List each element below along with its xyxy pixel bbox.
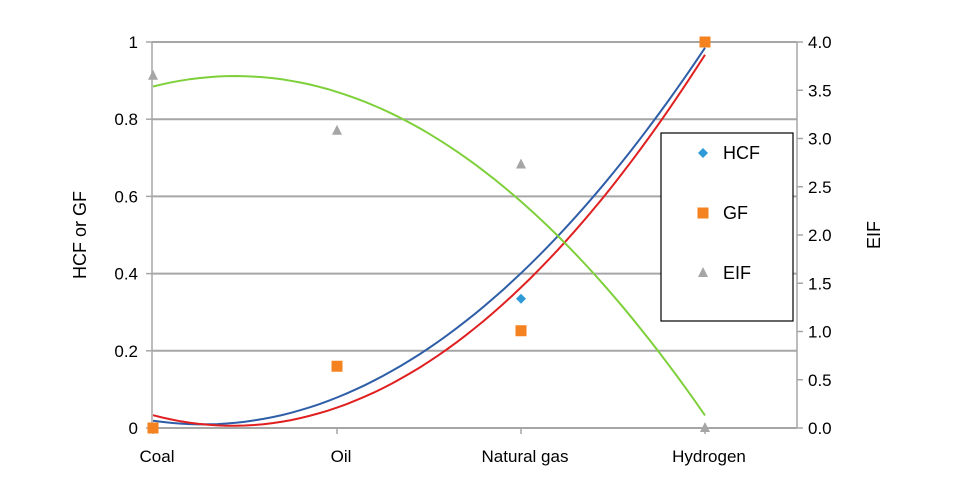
y-tick-label-left: 0.2 (114, 342, 138, 361)
eif-point (332, 124, 342, 135)
legend-label-eif: EIF (723, 263, 751, 283)
gf-point (699, 36, 711, 48)
legend-label-hcf: HCF (723, 143, 760, 163)
y-tick-label-left: 0.4 (114, 265, 138, 284)
y-tick-label-right: 1.0 (808, 323, 832, 342)
eif-point (700, 422, 710, 432)
y-tick-label-right: 0.0 (808, 419, 832, 438)
gridlines (152, 41, 797, 429)
data-points (147, 36, 711, 434)
y-tick-label-left: 1 (129, 33, 138, 52)
legend-box (660, 132, 794, 322)
gf-point (147, 422, 159, 434)
x-tick-label: Coal (140, 447, 175, 466)
eif-point (516, 158, 526, 169)
eif-trendline (152, 74, 706, 416)
hcf-point (516, 293, 526, 304)
y-tick-label-left: 0.6 (114, 187, 138, 206)
eif-point (148, 69, 158, 80)
y-tick-label-right: 2.0 (808, 226, 832, 245)
y-axis-title-right: EIF (864, 221, 884, 249)
gf-point (331, 360, 343, 372)
y-tick-label-right: 3.5 (808, 81, 832, 100)
legend-marker-hcf (698, 148, 708, 158)
x-tick-label: Oil (331, 447, 352, 466)
legend-marker-eif (698, 267, 708, 277)
y-tick-label-left: 0.8 (114, 110, 138, 129)
gf-trendline (152, 54, 706, 427)
y-tick-label-right: 0.5 (808, 371, 832, 390)
y-tick-label-right: 1.5 (808, 274, 832, 293)
axes (146, 41, 803, 434)
y-axis-title-left: HCF or GF (70, 191, 90, 279)
y-tick-label-right: 2.5 (808, 178, 832, 197)
y-tick-label-right: 4.0 (808, 33, 832, 52)
y-tick-label-left: 0 (129, 419, 138, 438)
y-tick-label-right: 3.0 (808, 130, 832, 149)
tick-labels: 0 0.2 0.4 0.6 0.8 1 0.0 0.5 1.0 1.5 2.0 2.5 3.0 3.5 4.… (114, 33, 831, 466)
hcf-trendline (152, 47, 706, 426)
legend-marker-gf (697, 207, 709, 219)
trendlines (152, 47, 706, 427)
x-tick-label: Hydrogen (672, 447, 746, 466)
gf-point (515, 325, 527, 337)
x-tick-label: Natural gas (482, 447, 569, 466)
legend: HCF GF EIF (660, 132, 794, 322)
legend-label-gf: GF (723, 203, 748, 223)
